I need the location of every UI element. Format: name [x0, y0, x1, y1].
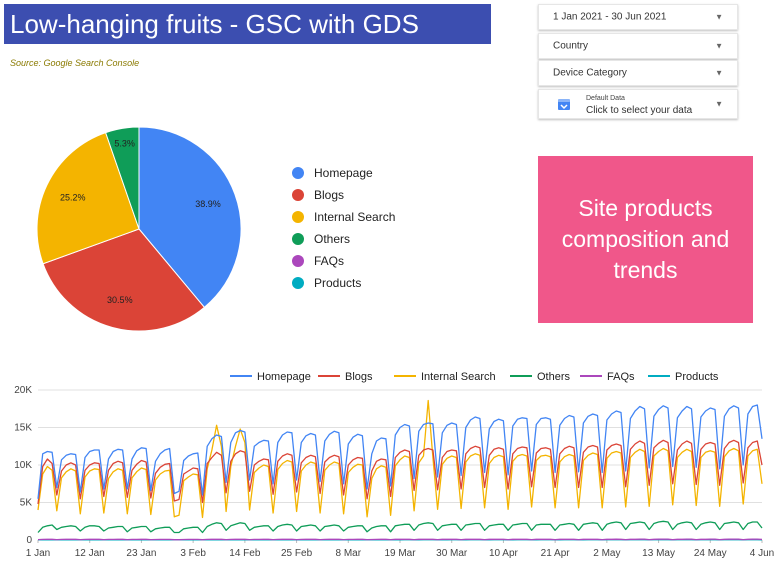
legend-swatch — [292, 255, 304, 267]
y-tick-label: 20K — [14, 385, 32, 396]
date-range-control[interactable]: 1 Jan 2021 - 30 Jun 2021 ▼ — [538, 4, 738, 30]
series-line-blogs — [37, 439, 763, 505]
legend-item-blogs: Blogs — [292, 184, 395, 206]
line-legend-label: Homepage — [257, 371, 311, 383]
series-line-others — [37, 520, 763, 534]
y-tick-label: 5K — [20, 498, 33, 509]
legend-item-products: Products — [292, 272, 395, 294]
x-tick-label: 14 Feb — [229, 548, 261, 559]
series-line-homepage — [37, 404, 763, 499]
data-source-label: Default Data — [586, 95, 625, 102]
legend-swatch — [292, 277, 304, 289]
legend-swatch — [292, 167, 304, 179]
legend-item-internal-search: Internal Search — [292, 206, 395, 228]
country-filter[interactable]: Country ▼ — [538, 33, 738, 59]
line-legend-label: Internal Search — [421, 371, 496, 383]
pie-value-label: 5.3% — [114, 139, 135, 149]
pie-slice-homepage — [138, 126, 242, 309]
date-range-label: 1 Jan 2021 - 30 Jun 2021 — [553, 11, 667, 23]
x-tick-label: 8 Mar — [336, 548, 362, 559]
pie-value-label: 30.5% — [107, 295, 133, 305]
x-tick-label: 4 Jun — [750, 548, 774, 559]
chevron-down-icon: ▼ — [715, 68, 723, 78]
series-line-faqs — [37, 538, 763, 541]
line-legend-label: Products — [675, 371, 719, 383]
callout-text: Site products composition and trends — [561, 195, 730, 283]
pie-slice-internal-search — [36, 131, 140, 265]
line-legend-label: FAQs — [607, 371, 635, 383]
legend-item-homepage: Homepage — [292, 162, 395, 184]
source-caption: Source: Google Search Console — [10, 58, 140, 68]
x-tick-label: 30 Mar — [436, 548, 468, 559]
x-tick-label: 13 May — [642, 548, 675, 559]
x-tick-label: 12 Jan — [75, 548, 105, 559]
x-tick-label: 24 May — [694, 548, 727, 559]
x-tick-label: 19 Mar — [384, 548, 416, 559]
legend-label: Products — [314, 276, 362, 290]
pie-slice-others — [104, 126, 140, 230]
x-tick-label: 2 May — [593, 548, 620, 559]
data-source-icon — [558, 99, 570, 110]
x-tick-label: 23 Jan — [126, 548, 156, 559]
pie-value-label: 25.2% — [60, 192, 86, 202]
pie-slice-blogs — [42, 228, 206, 332]
legend-swatch — [292, 233, 304, 245]
chevron-down-icon: ▼ — [715, 41, 723, 51]
device-filter-label: Device Category — [553, 67, 627, 79]
callout-box: Site products composition and trends — [538, 156, 753, 323]
pie-legend: Homepage Blogs Internal Search Others FAQs Pr… — [292, 162, 395, 294]
pie-value-label: 38.9% — [195, 199, 221, 209]
line-legend-label: Blogs — [345, 371, 373, 383]
y-tick-label: 10K — [14, 460, 32, 471]
legend-swatch — [292, 189, 304, 201]
line-legend-label: Others — [537, 371, 571, 383]
legend-swatch — [292, 211, 304, 223]
report-title: Low-hanging fruits - GSC with GDS — [4, 4, 491, 44]
y-tick-label: 0 — [26, 535, 32, 546]
x-tick-label: 1 Jan — [26, 548, 50, 559]
series-line-internal-search — [37, 399, 763, 519]
x-tick-label: 3 Feb — [180, 548, 206, 559]
device-category-filter[interactable]: Device Category ▼ — [538, 60, 738, 86]
legend-label: FAQs — [314, 254, 345, 268]
x-tick-label: 21 Apr — [541, 548, 571, 559]
legend-label: Homepage — [314, 166, 373, 180]
y-tick-label: 15K — [14, 423, 32, 434]
chevron-down-icon: ▼ — [715, 99, 723, 109]
pie-chart: 38.9% 30.5% 25.2% 5.3% — [36, 126, 242, 332]
line-chart: 0 5K 10K 15K 20K 1 Jan 12 Jan 23 Jan 3 Feb 14 Feb… — [14, 371, 774, 559]
x-tick-label: 10 Apr — [489, 548, 519, 559]
legend-item-others: Others — [292, 228, 395, 250]
legend-label: Internal Search — [314, 210, 396, 224]
x-tick-label: 25 Feb — [281, 548, 313, 559]
chevron-down-icon: ▼ — [715, 12, 723, 22]
data-source-control[interactable]: Default Data Click to select your data ▼ — [538, 89, 738, 119]
legend-label: Others — [314, 232, 351, 246]
legend-label: Blogs — [314, 188, 345, 202]
data-source-prompt: Click to select your data — [586, 105, 693, 116]
country-filter-label: Country — [553, 40, 589, 52]
legend-item-faqs: FAQs — [292, 250, 395, 272]
